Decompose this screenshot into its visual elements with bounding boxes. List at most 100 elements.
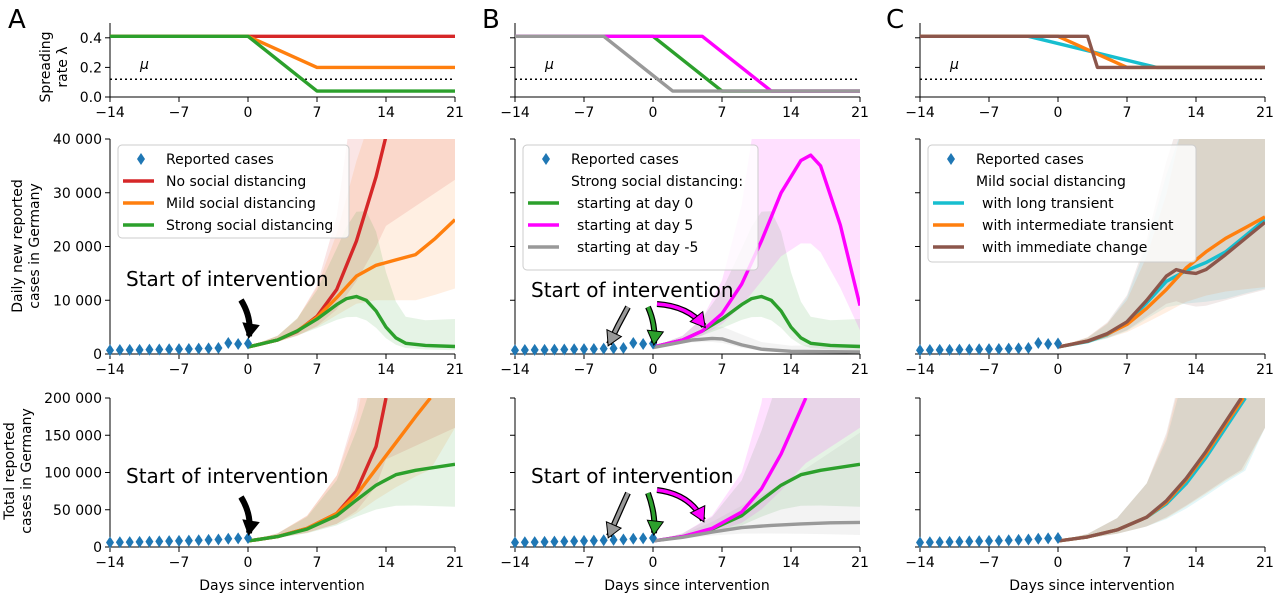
rate-row-label-line1: Spreading (38, 32, 54, 103)
x-tick-label: 0 (244, 105, 253, 121)
reported-total-marker (570, 535, 579, 548)
reported-markers (106, 336, 1062, 549)
annotation-text-b-total: Start of intervention (531, 464, 734, 488)
reported-daily-marker (550, 343, 559, 356)
reported-daily-marker (530, 343, 539, 356)
x-tick-label: 14 (377, 555, 395, 571)
x-tick-label: 7 (313, 105, 322, 121)
x-tick-label: −7 (169, 362, 190, 378)
reported-total-marker (244, 532, 252, 545)
x-tick-label: 21 (1256, 362, 1274, 378)
reported-total-marker (955, 535, 964, 548)
x-tick-label: 7 (313, 362, 322, 378)
line-rate-green (110, 34, 455, 93)
band-total-green (653, 398, 860, 541)
x-tick-label: −7 (169, 105, 190, 121)
line-daily-brown (1057, 220, 1265, 349)
arrow-b-green-total-head (646, 519, 665, 536)
legend-entry: with long transient (982, 196, 1114, 212)
reported-total-marker (530, 536, 539, 549)
annotation-text-a-daily: Start of intervention (126, 267, 329, 291)
reported-total-marker (194, 534, 203, 547)
reported-daily-marker (115, 344, 124, 357)
x-tick-label: −7 (574, 362, 595, 378)
x-axis-label-b: Days since intervention (604, 578, 769, 594)
reported-total-marker (619, 533, 628, 546)
reported-daily-marker (955, 343, 964, 356)
reported-total-marker (1044, 532, 1053, 545)
x-tick-label: 7 (718, 362, 727, 378)
legend-entry: Mild social distancing (166, 196, 316, 212)
panel-letter-b: B (482, 5, 500, 35)
x-tick-label: 21 (851, 105, 869, 121)
reported-total-marker (550, 535, 559, 548)
rate-row-label-line2: rate λ (55, 46, 71, 87)
reported-total-marker (629, 532, 638, 545)
reported-daily-marker (155, 343, 164, 356)
line-daily-green (247, 294, 455, 349)
x-tick-label: 7 (1123, 555, 1132, 571)
reported-total-marker (560, 535, 569, 548)
reported-daily-marker (540, 343, 549, 356)
x-tick-label: 0 (649, 555, 658, 571)
reported-total-marker (224, 532, 233, 545)
x-tick-label: 21 (446, 555, 464, 571)
legend-box (522, 144, 759, 271)
annotations: Start of intervention Start of interventi… (126, 267, 734, 539)
legend-entry: starting at day -5 (577, 240, 698, 256)
line-daily-magenta (652, 153, 860, 349)
reported-daily-marker (1014, 342, 1023, 355)
y-tick-label: 0 (93, 347, 102, 363)
reported-total-marker (945, 535, 954, 548)
x-tick-label: −7 (979, 105, 1000, 121)
x-tick-label: −14 (95, 105, 125, 121)
daily-row-label-line1: Daily new reported (10, 179, 26, 313)
reported-daily-marker (1034, 336, 1043, 349)
reported-total-marker (125, 536, 134, 549)
arrow-b-green-daily-head (646, 329, 665, 346)
reported-daily-marker (1044, 338, 1053, 351)
x-tick-label: 0 (1054, 105, 1063, 121)
reported-daily-marker (520, 344, 529, 357)
reported-total-marker (965, 535, 974, 548)
reported-total-marker (1014, 533, 1023, 546)
reported-total-marker (1024, 533, 1033, 546)
reported-daily-marker (945, 343, 954, 356)
reported-total-marker (649, 532, 657, 545)
line-rate-brown (920, 34, 1265, 70)
y-tick-label: 30 000 (53, 186, 102, 202)
series-lines (110, 34, 1265, 543)
reported-daily-marker (629, 336, 638, 349)
x-tick-label: 0 (649, 362, 658, 378)
reported-daily-marker (589, 342, 598, 355)
legend-heading: Mild social distancing (976, 174, 1126, 190)
reported-total-marker (145, 535, 154, 548)
legend-reported-label: Reported cases (976, 152, 1084, 168)
reported-daily-marker (916, 344, 924, 357)
x-tick-label: 7 (1123, 362, 1132, 378)
x-axis-label-c: Days since intervention (1009, 578, 1174, 594)
reported-total-marker (234, 532, 243, 545)
x-tick-label: −14 (905, 105, 935, 121)
reported-daily-marker (194, 342, 203, 355)
band-daily-red (248, 139, 455, 347)
reported-daily-marker (619, 342, 628, 355)
total-row-label-line2: cases in Germany (19, 408, 35, 534)
x-tick-label: −7 (574, 105, 595, 121)
reported-daily-marker (244, 337, 252, 350)
legend-reported-marker (947, 153, 955, 165)
line-total-gray (652, 520, 860, 543)
y-tick-label: 0.2 (80, 60, 102, 76)
reported-daily-marker (175, 343, 183, 356)
x-tick-label: 0 (1054, 362, 1063, 378)
x-tick-label: 21 (851, 555, 869, 571)
mu-label: μ (139, 57, 149, 73)
x-tick-label: 0 (244, 362, 253, 378)
band-total-orange (1058, 398, 1265, 541)
y-tick-label: 150 000 (44, 428, 102, 444)
x-tick-label: 7 (1123, 105, 1132, 121)
reported-daily-marker (1054, 337, 1062, 350)
reported-total-marker (540, 535, 549, 548)
reported-daily-marker (145, 343, 154, 356)
